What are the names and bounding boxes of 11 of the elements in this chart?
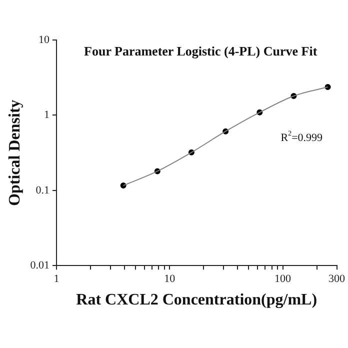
y-tick-label: 0.1 — [36, 184, 50, 196]
x-axis-title: Rat CXCL2 Concentration(pg/mL) — [76, 292, 318, 309]
chart-title: Four Parameter Logistic (4-PL) Curve Fit — [84, 43, 318, 58]
y-tick-label: 10 — [38, 34, 50, 46]
y-tick-label: 0.01 — [30, 259, 50, 272]
x-tick-label: 300 — [328, 273, 346, 286]
x-tick-label: 1 — [54, 273, 60, 286]
x-tick-label: 100 — [274, 273, 292, 286]
y-axis-title: Optical Density — [6, 100, 24, 206]
y-tick-label: 1 — [44, 109, 50, 122]
x-tick-label: 10 — [164, 273, 176, 286]
